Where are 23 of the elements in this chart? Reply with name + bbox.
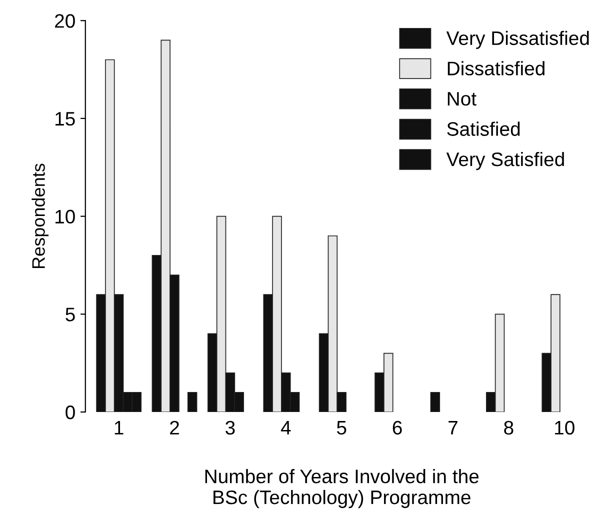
x-tick-label: 1 bbox=[114, 421, 124, 434]
x-tick-label: 7 bbox=[448, 421, 458, 434]
y-tick-label: 5 bbox=[66, 308, 75, 322]
x-tick-label: 10 bbox=[555, 420, 574, 435]
bar bbox=[187, 392, 198, 412]
x-tick-label: 3 bbox=[226, 420, 235, 435]
y-axis-title: Respondents bbox=[32, 164, 48, 268]
y-tick-label: 10 bbox=[56, 210, 75, 224]
legend-label: Very Dissatisfied bbox=[446, 30, 589, 49]
x-tick-label: 6 bbox=[392, 420, 402, 435]
bar bbox=[430, 392, 440, 412]
y-tick-label: 15 bbox=[56, 112, 75, 126]
legend-label: Not bbox=[448, 92, 476, 106]
x-tick-label: 8 bbox=[504, 420, 514, 435]
legend-label: Satisfied bbox=[447, 122, 520, 136]
x-tick-label: 2 bbox=[170, 420, 179, 434]
legend-label: Very Satisfied bbox=[446, 152, 564, 170]
x-axis-title: Number of Years Involved in the BSc (Technology) Programme bbox=[205, 469, 479, 508]
legend-label: Dissatisfied bbox=[448, 61, 544, 76]
x-tick-label: 4 bbox=[280, 421, 291, 434]
x-tick-label: 5 bbox=[336, 421, 346, 435]
y-tick-label: 0 bbox=[66, 405, 75, 420]
y-tick-label: 20 bbox=[55, 14, 75, 28]
